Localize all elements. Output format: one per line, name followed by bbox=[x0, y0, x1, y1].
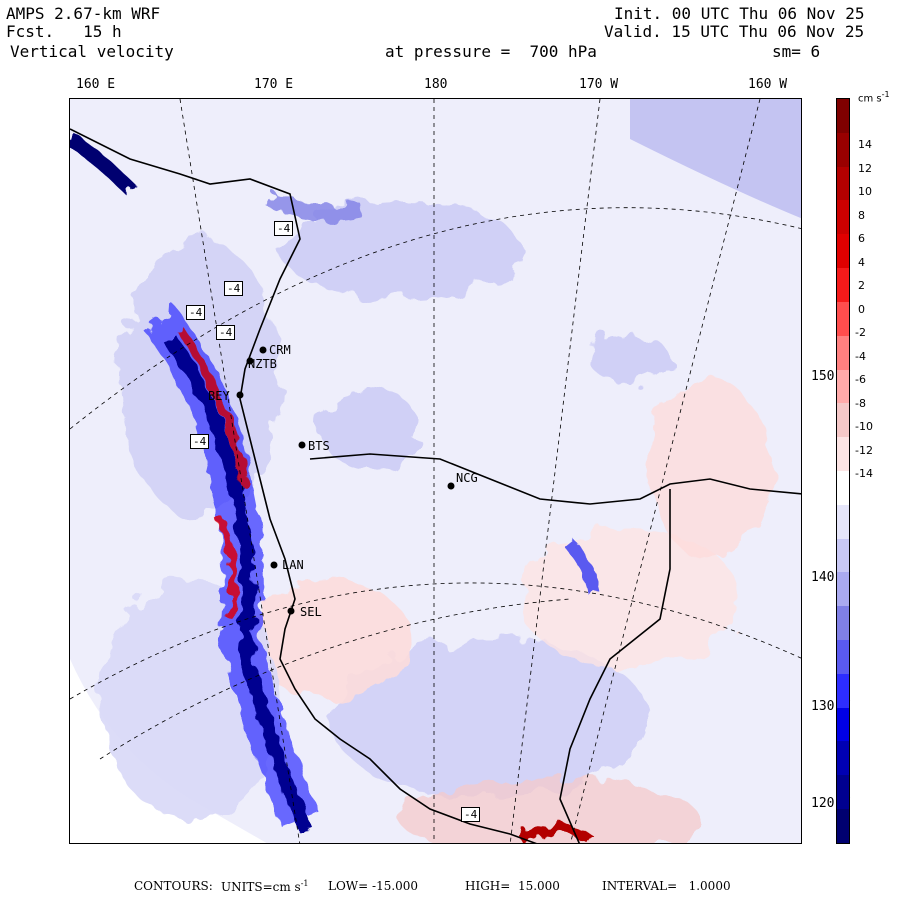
station-label-sel: SEL bbox=[300, 605, 322, 619]
colorbar-tick-label: 14 bbox=[858, 138, 872, 151]
uniform-blue-region bbox=[630, 99, 801, 219]
colorbar-tick-label: 10 bbox=[858, 185, 872, 198]
coastline bbox=[70, 128, 537, 843]
colorbar-segment bbox=[837, 707, 849, 742]
colorbar-segment bbox=[837, 470, 849, 505]
colorbar-segment bbox=[837, 166, 849, 201]
forecast-hours: 15 h bbox=[83, 22, 122, 41]
colorbar-segment bbox=[837, 437, 849, 471]
station-label-lan: LAN bbox=[282, 558, 304, 572]
colorbar-tick-label: -14 bbox=[855, 467, 873, 480]
colorbar-tick-label: 4 bbox=[858, 255, 865, 269]
footer-units-exponent: -1 bbox=[300, 879, 309, 888]
station-dot-sel bbox=[287, 607, 295, 615]
colorbar bbox=[836, 98, 850, 844]
colorbar-segment bbox=[837, 301, 849, 336]
contour-label: -4 bbox=[190, 434, 210, 449]
colorbar-segment bbox=[837, 741, 849, 776]
colorbar-tick-label: 8 bbox=[858, 208, 865, 222]
footer-interval: INTERVAL= 1.0000 bbox=[602, 879, 731, 893]
station-markers bbox=[236, 346, 455, 615]
ice-shelf-edge bbox=[309, 453, 801, 505]
colorbar-segment bbox=[837, 538, 849, 573]
colorbar-tick-label: 6 bbox=[858, 232, 865, 245]
strong-motion-band bbox=[70, 133, 601, 843]
colorbar-segment bbox=[837, 99, 849, 133]
colorbar-tick-label: -6 bbox=[855, 373, 866, 386]
station-label-nztb: NZTB bbox=[248, 357, 277, 371]
colorbar-segment bbox=[837, 268, 849, 302]
contour-label: -4 bbox=[186, 305, 206, 320]
init-time: Init. 00 UTC Thu 06 Nov 25 bbox=[614, 4, 865, 23]
colorbar-segment bbox=[837, 132, 849, 167]
forecast-prefix: Fcst. bbox=[6, 22, 55, 41]
station-dot-ncg bbox=[447, 482, 455, 490]
colorbar-segment bbox=[837, 640, 849, 674]
station-label-bts: BTS bbox=[308, 439, 330, 453]
model-title: AMPS 2.67-km WRF bbox=[6, 4, 161, 23]
station-dot-lan bbox=[270, 561, 278, 569]
colorbar-tick-label: 12 bbox=[858, 161, 872, 175]
colorbar-segment bbox=[837, 234, 849, 269]
map-canvas bbox=[70, 99, 801, 843]
forecast-label: Fcst. 15 h bbox=[6, 23, 122, 41]
footer-high: HIGH= 15.000 bbox=[465, 879, 560, 893]
colorbar-tick-label: -10 bbox=[855, 420, 873, 433]
outside-domain bbox=[70, 659, 267, 843]
station-dot-bts bbox=[298, 441, 306, 449]
contour-label: -4 bbox=[461, 807, 481, 822]
footer-units: UNITS=cm s-1 bbox=[221, 879, 309, 894]
smoothing-value: sm= 6 bbox=[772, 42, 821, 61]
lon-label-180: 180 bbox=[424, 77, 448, 92]
graticule bbox=[70, 99, 801, 843]
station-dot-nztb bbox=[246, 357, 254, 365]
footer-low: LOW= -15.000 bbox=[328, 879, 419, 893]
footer-contours: CONTOURS: bbox=[134, 879, 213, 893]
colorbar-segment bbox=[837, 504, 849, 539]
colorbar-unit: cm s-1 bbox=[858, 90, 890, 104]
contour-label: -4 bbox=[274, 221, 294, 236]
colorbar-segment bbox=[837, 335, 849, 370]
colorbar-segment bbox=[837, 200, 849, 235]
station-label-crm: CRM bbox=[269, 343, 291, 357]
lon-label-160w: 160 W bbox=[748, 77, 788, 92]
footer-units-text: UNITS=cm s bbox=[221, 880, 301, 894]
contour-label: -4 bbox=[216, 325, 236, 340]
contour-label: -4 bbox=[224, 281, 244, 296]
colorbar-tick-label: -12 bbox=[855, 443, 873, 457]
colorbar-tick-label: -2 bbox=[855, 326, 866, 339]
grounding-line bbox=[559, 489, 671, 843]
colorbar-segment bbox=[837, 572, 849, 607]
valid-time: Valid. 15 UTC Thu 06 Nov 25 bbox=[604, 22, 865, 41]
colorbar-segment bbox=[837, 369, 849, 404]
colorbar-unit-exponent: -1 bbox=[881, 90, 890, 99]
colorbar-tick-label: 2 bbox=[858, 279, 865, 292]
colorbar-segment bbox=[837, 775, 849, 810]
colorbar-segment bbox=[837, 403, 849, 438]
station-label-bey: BEY bbox=[208, 389, 230, 403]
lon-label-170e: 170 E bbox=[254, 77, 294, 92]
lon-label-170w: 170 W bbox=[579, 77, 619, 92]
station-label-ncg: NCG bbox=[456, 471, 478, 485]
colorbar-unit-text: cm s bbox=[858, 93, 882, 105]
colorbar-tick-label: -4 bbox=[855, 349, 866, 363]
field-name: Vertical velocity bbox=[10, 42, 174, 61]
colorbar-segment bbox=[837, 809, 849, 843]
map-panel: CRM NZTB BEY BTS NCG LAN SEL -4 -4 -4 -4… bbox=[69, 98, 802, 844]
station-dot-crm bbox=[259, 346, 267, 354]
lon-label-160e: 160 E bbox=[76, 77, 116, 92]
pressure-level: at pressure = 700 hPa bbox=[385, 42, 597, 61]
colorbar-segment bbox=[837, 673, 849, 708]
colorbar-tick-label: 0 bbox=[858, 302, 865, 316]
station-dot-bey bbox=[236, 391, 244, 399]
colorbar-segment bbox=[837, 606, 849, 640]
colorbar-tick-label: -8 bbox=[855, 396, 866, 410]
